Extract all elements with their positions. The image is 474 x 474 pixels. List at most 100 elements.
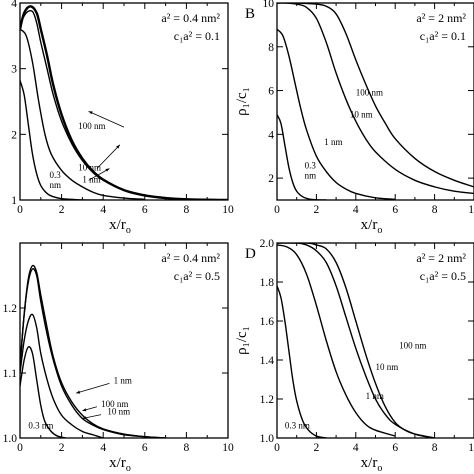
x-tick-label: 10 [468,442,474,454]
y-tick-label: 3 [11,64,17,76]
curve-label: 100 nm [399,340,426,350]
panel-letter: D [245,246,256,262]
x-axis-label: x/ro [361,217,383,236]
x-tick-label: 4 [353,204,359,216]
x-axis-label: x/ro [109,455,131,474]
x-tick-label: 2 [59,204,65,216]
x-axis-label-main: x/r [109,217,126,233]
curve-label: 10 nm [107,407,130,417]
x-tick-label: 2 [314,204,320,216]
arrowhead [105,168,110,172]
panel-D: 0 2 4 6 8 10 1.0 1.2 1.4 1.6 1.8 2.0 x/ro ρ₁/c₁ Da² = … [234,238,474,474]
series-line-10-nm [277,3,474,195]
y-tick-label: 1.8 [260,277,275,289]
x-tick-label: 6 [392,442,398,454]
series-line-0-3-nm [277,285,327,438]
arrowhead [116,144,120,149]
y-tick-label: 1.2 [3,303,18,315]
x-axis-label-main: x/r [361,217,378,233]
x-tick-label: 4 [353,442,359,454]
series-line-1-nm [20,28,145,200]
y-tick-label: 1.6 [260,316,275,328]
x-tick-label: 4 [100,442,106,454]
x-tick-label: 4 [100,204,106,216]
series-line-100-nm [20,5,228,200]
x-axis-label-subscript: o [126,225,131,236]
curve-label: 100 nm [78,121,105,131]
x-tick-label: 0 [17,442,23,454]
y-tick-label: 1.4 [260,355,275,367]
leader-line [88,110,125,128]
curve-label: 1 nm [114,375,132,385]
panel-letter: B [245,6,255,22]
x-axis-label: x/ro [361,455,383,474]
y-tick-label: 10 [263,0,275,10]
curve-label: 0.3 nm [285,420,310,430]
annotation-line2: c₁a² = 0.5 [174,269,220,283]
curve-label: 100 nm [101,399,128,409]
curve-label: 100 nm [356,88,383,98]
y-tick-label: 4 [268,129,274,141]
x-tick-label: 8 [432,442,438,454]
y-axis-label: ρ₁/c₁ [234,87,250,116]
x-axis-label-subscript: o [377,225,382,236]
series-line-0-3-nm [20,346,66,438]
curve-label-line2: nm [50,180,62,190]
series-line-0-3-nm [20,80,104,200]
y-tick-label: 1.1 [3,368,18,380]
leader-line [88,168,110,181]
annotation-line1: a² = 0.4 nm² [161,251,220,265]
y-tick-label: 2 [268,173,274,185]
x-axis-label-subscript: o [377,463,382,474]
leader-line [96,144,121,169]
curve-label: 0.3 nm [28,420,53,430]
curves [277,3,474,200]
y-axis-label: ρ₁/c₁ [234,326,250,355]
arrowhead [76,390,81,394]
annotation-line1: a² = 2 nm² [416,251,466,265]
leader-line [76,383,110,394]
y-tick-label: 2.0 [260,238,275,250]
curve-label-line2: nm [305,170,317,180]
x-axis-label-subscript: o [126,463,131,474]
curves [20,264,166,438]
x-axis-label-main: x/r [109,455,126,471]
y-tick-label: 2 [11,129,17,141]
y-tick-label: 1.0 [3,433,18,445]
curve-label-line1: 0.3 [50,170,62,180]
x-tick-label: 8 [432,204,438,216]
series-line-1-nm [277,28,396,200]
annotation-line2: c₁a² = 0.1 [174,29,220,43]
curve-label-line1: 0.3 [305,160,317,170]
curve-label: 1 nm [324,137,342,147]
curve-label: 0.3 nm [50,170,62,190]
arrowhead [82,408,87,412]
x-tick-label: 8 [184,442,190,454]
x-tick-label: 0 [17,204,23,216]
x-tick-label: 6 [142,204,148,216]
arrowhead [88,111,93,115]
y-tick-label: 1.0 [260,433,275,445]
y-tick-label: 4 [11,0,17,10]
x-tick-label: 0 [274,204,280,216]
series-line-1-nm [277,244,396,437]
curve-label: 1 nm [82,174,100,184]
y-tick-label: 1.2 [260,394,275,406]
x-tick-label: 2 [314,442,320,454]
annotation-line2: c₁a² = 0.5 [420,269,466,283]
x-tick-label: 10 [222,204,234,216]
curve-label: 0.3 nm [305,160,317,180]
annotation-line1: a² = 2 nm² [416,11,466,25]
y-tick-label: 1 [11,195,17,207]
x-axis-label: x/ro [109,217,131,236]
series-line-100-nm [277,3,474,188]
x-tick-label: 2 [59,442,65,454]
series-line-100-nm [20,264,166,438]
x-tick-label: 8 [184,204,190,216]
curve-label: 10 nm [376,362,399,372]
x-tick-label: 6 [392,204,398,216]
annotation-line2: c₁a² = 0.1 [420,29,466,43]
